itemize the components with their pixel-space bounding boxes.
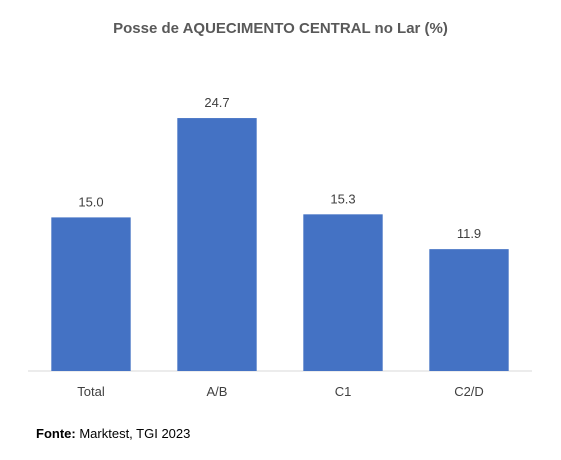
bars-group (51, 118, 509, 372)
category-label: C2/D (454, 384, 484, 399)
chart-title: Posse de AQUECIMENTO CENTRAL no Lar (%) (113, 20, 448, 37)
category-label: Total (77, 384, 105, 399)
bar-total (51, 217, 131, 371)
category-label: C1 (335, 384, 352, 399)
source-text: Marktest, TGI 2023 (79, 426, 191, 441)
category-labels-group: Total A/B C1 C2/D (77, 384, 484, 399)
bar-c2-d (429, 249, 509, 371)
source-note: Fonte: Marktest, TGI 2023 (36, 426, 190, 441)
value-label: 15.0 (78, 194, 103, 209)
value-label: 24.7 (204, 95, 229, 110)
value-label: 11.9 (457, 226, 481, 241)
source-label: Fonte: (36, 426, 76, 441)
bar-a-b (177, 118, 257, 372)
category-label: A/B (207, 384, 228, 399)
bar-c1 (303, 214, 383, 371)
value-labels-group: 15.0 24.7 15.3 11.9 (78, 95, 481, 241)
value-label: 15.3 (330, 191, 355, 206)
